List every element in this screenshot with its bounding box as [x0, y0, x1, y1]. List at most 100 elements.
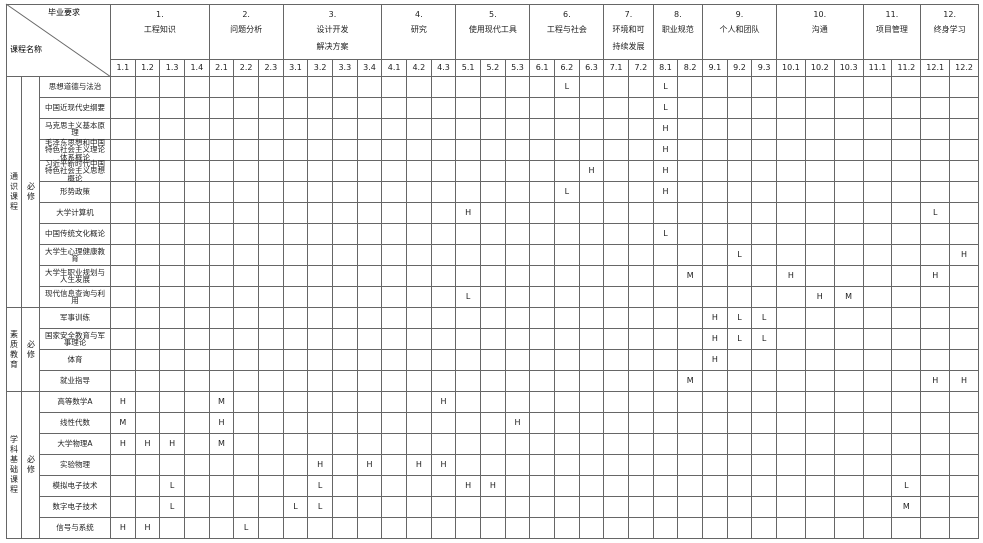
empty-cell	[555, 413, 580, 434]
empty-cell	[505, 476, 531, 497]
empty-cell	[481, 329, 506, 350]
empty-cell	[283, 350, 309, 371]
empty-cell	[308, 77, 333, 98]
empty-cell	[530, 413, 555, 434]
empty-cell	[892, 245, 922, 266]
empty-cell	[834, 455, 864, 476]
empty-cell	[456, 119, 481, 140]
requirement-name: 项目管理	[875, 25, 908, 34]
empty-cell	[259, 392, 284, 413]
empty-cell	[863, 476, 893, 497]
support-level: L	[653, 77, 679, 98]
empty-cell	[333, 329, 358, 350]
empty-cell	[604, 413, 629, 434]
empty-cell	[185, 98, 210, 119]
empty-cell	[431, 266, 457, 287]
empty-cell	[892, 350, 922, 371]
empty-cell	[727, 518, 753, 539]
empty-cell	[653, 497, 679, 518]
support-level: H	[308, 455, 333, 476]
empty-cell	[579, 413, 605, 434]
empty-cell	[629, 266, 654, 287]
empty-cell	[382, 455, 407, 476]
empty-cell	[629, 518, 654, 539]
empty-cell	[653, 329, 679, 350]
empty-cell	[777, 287, 806, 308]
empty-cell	[834, 119, 864, 140]
empty-cell	[555, 203, 580, 224]
empty-cell	[481, 518, 506, 539]
empty-cell	[283, 266, 309, 287]
empty-cell	[431, 434, 457, 455]
empty-cell	[135, 245, 161, 266]
requirement-number: 3.	[328, 10, 337, 19]
sub-requirement: 4.3	[431, 60, 457, 77]
support-level: H	[111, 392, 136, 413]
sub-requirement: 8.2	[678, 60, 703, 77]
empty-cell	[950, 224, 979, 245]
sub-requirement: 6.2	[555, 60, 580, 77]
empty-cell	[863, 329, 893, 350]
support-level: H	[777, 266, 806, 287]
course-name: 体育	[40, 350, 111, 371]
empty-cell	[111, 224, 136, 245]
empty-cell	[407, 224, 432, 245]
empty-cell	[834, 434, 864, 455]
empty-cell	[160, 98, 185, 119]
support-level: L	[727, 308, 753, 329]
empty-cell	[481, 350, 506, 371]
support-level: H	[456, 203, 481, 224]
empty-cell	[407, 77, 432, 98]
empty-cell	[382, 119, 407, 140]
requirement-name: 研究	[410, 25, 427, 34]
empty-cell	[950, 182, 979, 203]
empty-cell	[308, 98, 333, 119]
empty-cell	[505, 455, 531, 476]
empty-cell	[703, 224, 728, 245]
empty-cell	[805, 518, 835, 539]
empty-cell	[579, 119, 605, 140]
empty-cell	[579, 350, 605, 371]
empty-cell	[752, 371, 777, 392]
empty-cell	[530, 119, 555, 140]
empty-cell	[283, 476, 309, 497]
empty-cell	[160, 77, 185, 98]
empty-cell	[357, 77, 383, 98]
empty-cell	[834, 392, 864, 413]
empty-cell	[283, 161, 309, 182]
empty-cell	[653, 203, 679, 224]
requirement-number: 7.	[624, 10, 633, 19]
empty-cell	[805, 245, 835, 266]
empty-cell	[805, 329, 835, 350]
empty-cell	[777, 119, 806, 140]
empty-cell	[555, 392, 580, 413]
empty-cell	[834, 497, 864, 518]
requirement-name: 环境和可 持续发展	[612, 25, 645, 51]
empty-cell	[357, 413, 383, 434]
empty-cell	[283, 98, 309, 119]
empty-cell	[481, 413, 506, 434]
requirement-header: 6. 工程与社会	[530, 4, 605, 60]
empty-cell	[382, 392, 407, 413]
empty-cell	[530, 308, 555, 329]
empty-cell	[950, 77, 979, 98]
empty-cell	[259, 245, 284, 266]
empty-cell	[160, 203, 185, 224]
empty-cell	[805, 161, 835, 182]
empty-cell	[703, 266, 728, 287]
sub-requirement: 2.1	[209, 60, 235, 77]
empty-cell	[604, 518, 629, 539]
support-level: H	[111, 518, 136, 539]
empty-cell	[727, 434, 753, 455]
empty-cell	[921, 245, 951, 266]
requirement-number: 5.	[489, 10, 497, 19]
empty-cell	[629, 98, 654, 119]
empty-cell	[950, 350, 979, 371]
requirement-name: 职业规范	[661, 25, 694, 34]
empty-cell	[834, 140, 864, 161]
empty-cell	[283, 119, 309, 140]
support-level: L	[752, 308, 777, 329]
empty-cell	[629, 434, 654, 455]
support-level: H	[160, 434, 185, 455]
empty-cell	[357, 497, 383, 518]
